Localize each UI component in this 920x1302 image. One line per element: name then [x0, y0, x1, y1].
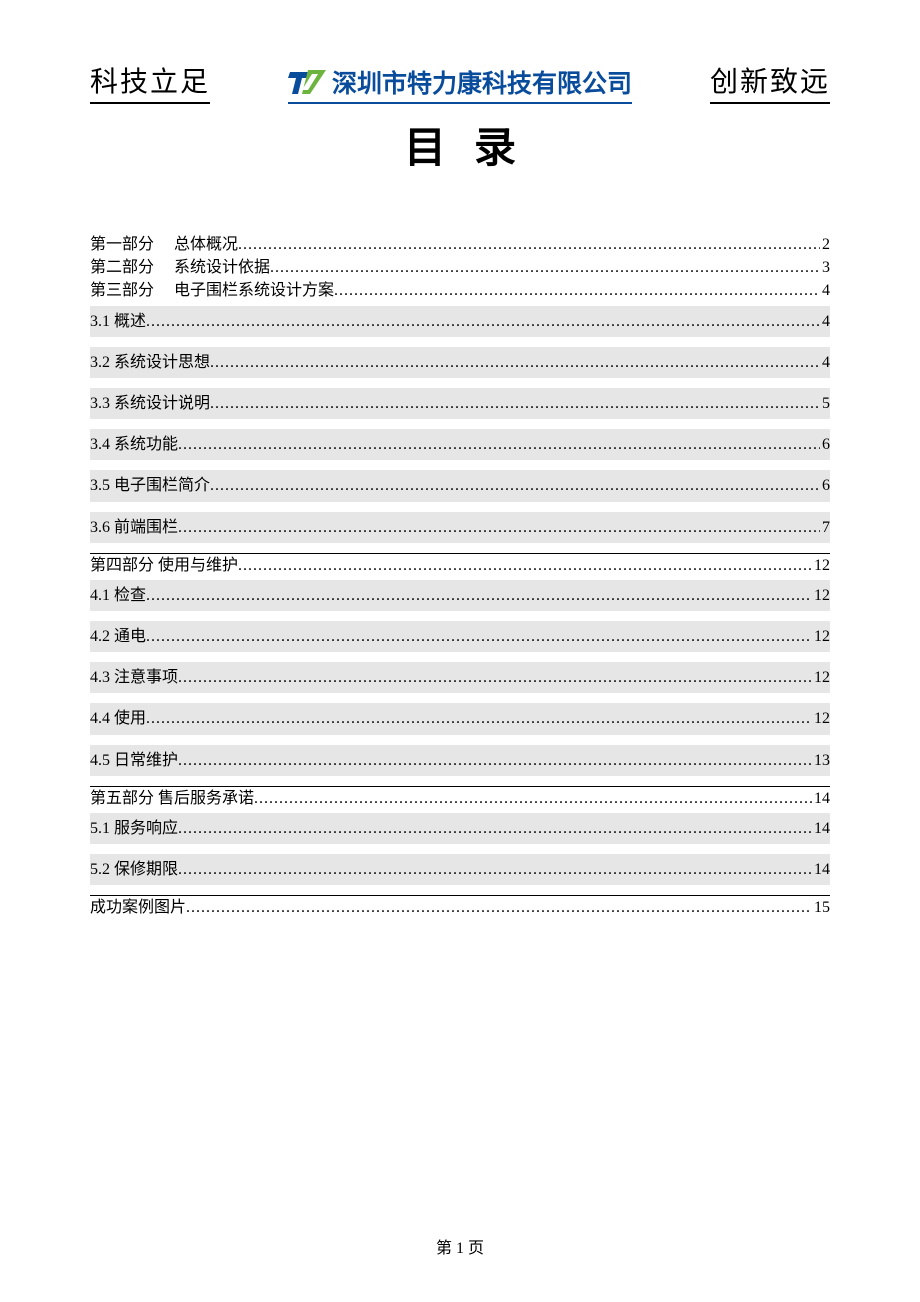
toc-dots [178, 749, 812, 765]
toc-row: 4.1 检查 12 [90, 580, 830, 611]
toc-row: 第三部分 电子围栏系统设计方案 4 [90, 279, 830, 302]
toc-label: 第五部分 售后服务承诺 [90, 787, 254, 810]
toc-page: 5 [820, 392, 830, 415]
toc-row: 3.6 前端围栏 7 [90, 512, 830, 543]
header-left-text: 科技立足 [90, 60, 210, 104]
toc-row: 5.2 保修期限 14 [90, 854, 830, 885]
toc-row: 第五部分 售后服务承诺 14 [90, 787, 830, 810]
toc-label: 第三部分 电子围栏系统设计方案 [90, 279, 334, 302]
table-of-contents: 第一部分 总体概况2第二部分 系统设计依据3第三部分 电子围栏系统设计方案43.… [90, 233, 830, 920]
toc-label: 成功案例图片 [90, 896, 186, 919]
toc-page: 4 [820, 351, 830, 374]
toc-label: 5.2 保修期限 [90, 858, 178, 881]
toc-page: 13 [812, 749, 830, 772]
toc-label: 3.1 概述 [90, 310, 146, 333]
page-footer: 第 1 页 [0, 1234, 920, 1258]
toc-label: 4.4 使用 [90, 707, 146, 730]
toc-dots [238, 554, 812, 570]
toc-row: 第一部分 总体概况 2 [90, 233, 830, 256]
toc-dots [178, 817, 812, 833]
toc-page: 2 [820, 233, 830, 256]
toc-page: 12 [812, 666, 830, 689]
toc-row: 第四部分 使用与维护 12 [90, 554, 830, 577]
toc-label: 4.2 通电 [90, 625, 146, 648]
toc-label: 5.1 服务响应 [90, 817, 178, 840]
toc-row: 4.3 注意事项 12 [90, 662, 830, 693]
toc-page: 7 [820, 516, 830, 539]
toc-dots [210, 474, 820, 490]
toc-dots [270, 256, 820, 272]
toc-label: 3.2 系统设计思想 [90, 351, 210, 374]
toc-row: 5.1 服务响应 14 [90, 813, 830, 844]
toc-dots [178, 666, 812, 682]
page-title: 目录 [90, 114, 830, 175]
toc-page: 3 [820, 256, 830, 279]
toc-label: 第二部分 系统设计依据 [90, 256, 270, 279]
toc-label: 第四部分 使用与维护 [90, 554, 238, 577]
toc-page: 15 [812, 896, 830, 919]
toc-label: 3.3 系统设计说明 [90, 392, 210, 415]
toc-page: 14 [812, 858, 830, 881]
toc-dots [334, 279, 820, 295]
toc-dots [146, 625, 812, 641]
toc-page: 12 [812, 554, 830, 577]
toc-row: 3.5 电子围栏简介 6 [90, 470, 830, 501]
toc-page: 12 [812, 625, 830, 648]
toc-row: 第二部分 系统设计依据 3 [90, 256, 830, 279]
toc-page: 6 [820, 433, 830, 456]
toc-row: 3.1 概述 4 [90, 306, 830, 337]
toc-row: 4.2 通电 12 [90, 621, 830, 652]
toc-dots [186, 896, 812, 912]
company-logo-icon [288, 68, 328, 96]
page-header: 科技立足 深圳市特力康科技有限公司 创新致远 [90, 60, 830, 104]
header-center: 深圳市特力康科技有限公司 [288, 64, 632, 104]
toc-row: 3.3 系统设计说明 5 [90, 388, 830, 419]
toc-page: 6 [820, 474, 830, 497]
toc-dots [146, 584, 812, 600]
toc-page: 4 [820, 279, 830, 302]
toc-dots [178, 433, 820, 449]
toc-label: 第一部分 总体概况 [90, 233, 238, 256]
toc-dots [178, 858, 812, 874]
toc-row: 4.4 使用 12 [90, 703, 830, 734]
toc-page: 4 [820, 310, 830, 333]
toc-page: 14 [812, 817, 830, 840]
toc-label: 3.4 系统功能 [90, 433, 178, 456]
toc-page: 12 [812, 584, 830, 607]
toc-dots [238, 233, 820, 249]
toc-dots [210, 351, 820, 367]
toc-label: 4.5 日常维护 [90, 749, 178, 772]
toc-label: 4.1 检查 [90, 584, 146, 607]
toc-label: 3.6 前端围栏 [90, 516, 178, 539]
toc-row: 3.2 系统设计思想 4 [90, 347, 830, 378]
toc-dots [210, 392, 820, 408]
toc-dots [178, 516, 820, 532]
company-name: 深圳市特力康科技有限公司 [332, 64, 632, 100]
toc-label: 4.3 注意事项 [90, 666, 178, 689]
toc-page: 14 [812, 787, 830, 810]
toc-page: 12 [812, 707, 830, 730]
toc-dots [146, 707, 812, 723]
toc-row: 4.5 日常维护 13 [90, 745, 830, 776]
toc-row: 3.4 系统功能 6 [90, 429, 830, 460]
toc-dots [146, 310, 820, 326]
toc-label: 3.5 电子围栏简介 [90, 474, 210, 497]
toc-dots [254, 787, 812, 803]
toc-row: 成功案例图片 15 [90, 896, 830, 919]
header-right-text: 创新致远 [710, 60, 830, 104]
